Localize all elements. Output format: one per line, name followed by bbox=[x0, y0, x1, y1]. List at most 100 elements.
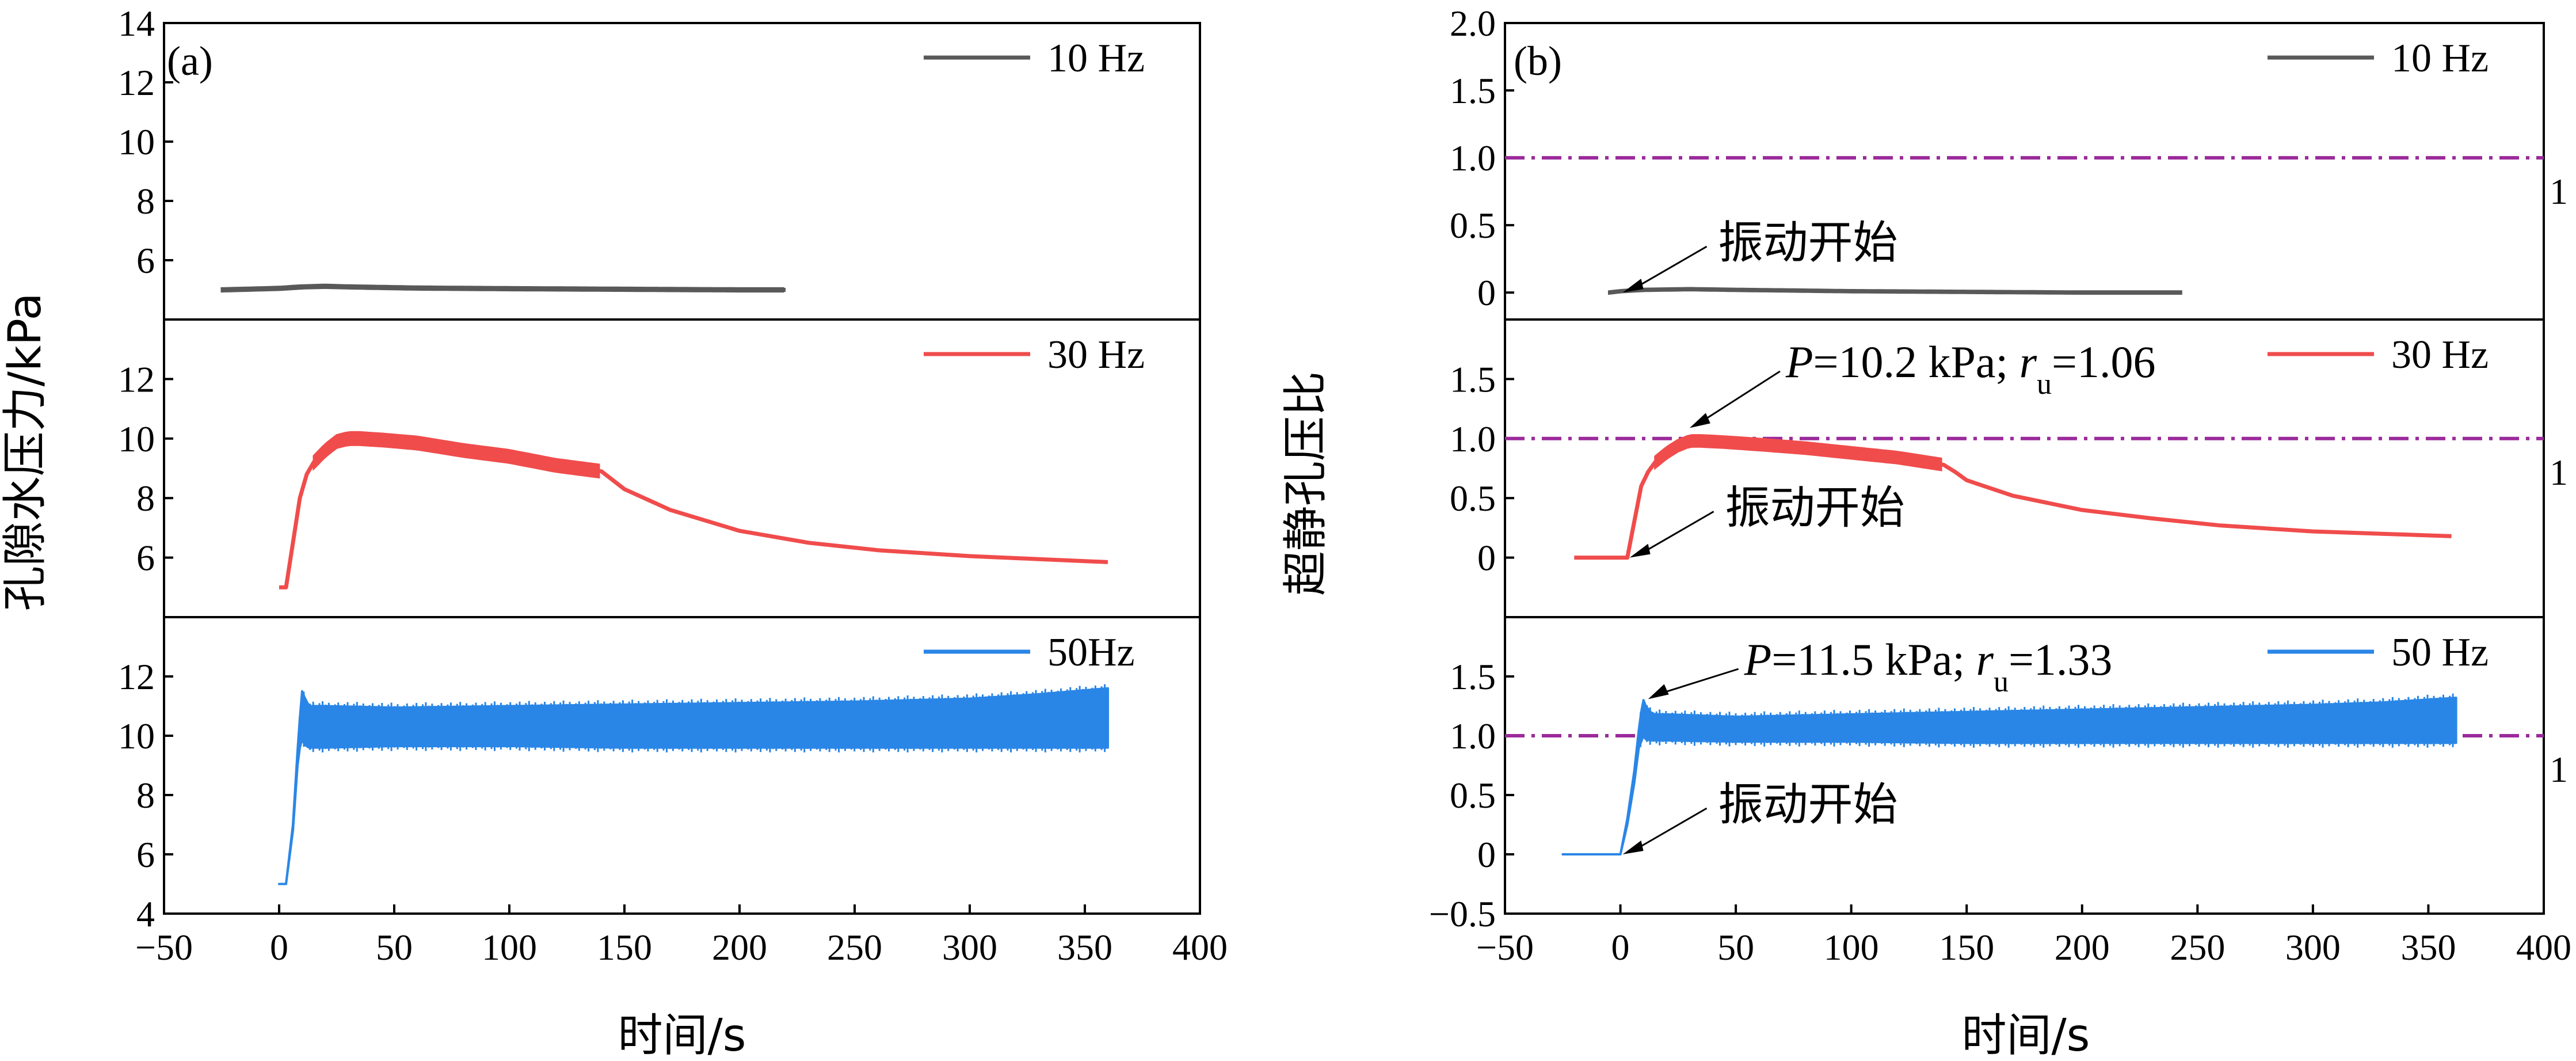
peak-annotation: P=11.5 kPa; ru=1.33 bbox=[1744, 634, 2113, 698]
panel-b-label: (b) bbox=[1514, 38, 1562, 84]
panel-b-subplot-30hz: 0 0.5 1.0 1.5 1 30 Hz 振动开始 P=10.2 kPa; ru=1.06 bbox=[1450, 318, 2568, 618]
series-30hz-band bbox=[313, 431, 600, 479]
y-tick-label: 0.5 bbox=[1450, 775, 1496, 816]
x-tick-label: 100 bbox=[1824, 927, 1879, 968]
reference-line-label: 1 bbox=[2550, 749, 2568, 790]
y-tick-label: 12 bbox=[118, 656, 155, 697]
peak-arrowhead bbox=[1689, 413, 1710, 428]
y-tick-label: 2.0 bbox=[1450, 3, 1496, 44]
x-tick-label: 250 bbox=[827, 927, 882, 968]
panel-a-label: (a) bbox=[167, 38, 213, 84]
legend-label: 10 Hz bbox=[2391, 36, 2489, 81]
panel-a-subplot-50hz: 4 6 8 10 12 50Hz bbox=[118, 616, 1201, 934]
y-tick-label: 10 bbox=[118, 121, 155, 162]
x-tick-label: 150 bbox=[1939, 927, 1994, 968]
panel-a: 6 8 10 12 14 10 Hz 6 8 10 12 30 Hz 4 6 8 10 12 50Hz −5… bbox=[0, 3, 1228, 1061]
y-tick-label: 1.5 bbox=[1450, 656, 1496, 697]
annotation-arrow bbox=[1632, 245, 1708, 290]
x-tick-label: 350 bbox=[2400, 927, 2456, 968]
x-tick-label: 400 bbox=[1172, 927, 1228, 968]
panel-a-subplot-30hz: 6 8 10 12 30 Hz bbox=[118, 318, 1201, 618]
x-tick-label: 0 bbox=[1611, 927, 1630, 968]
y-tick-label: 6 bbox=[136, 538, 155, 579]
x-tick-label: 200 bbox=[712, 927, 767, 968]
y-tick-label: 1.5 bbox=[1450, 359, 1496, 400]
y-tick-label: 8 bbox=[136, 775, 155, 816]
series-10hz-band bbox=[1608, 287, 2182, 295]
panel-a-x-title: 时间/s bbox=[618, 1010, 746, 1061]
x-tick-label: 300 bbox=[2285, 927, 2341, 968]
annotation-arrow bbox=[1632, 807, 1708, 852]
reference-line-label: 1 bbox=[2550, 171, 2568, 212]
panel-a-y-title: 孔隙水压力/kPa bbox=[0, 293, 51, 611]
x-tick-label: 50 bbox=[376, 927, 413, 968]
x-tick-label: 350 bbox=[1057, 927, 1112, 968]
legend-label: 30 Hz bbox=[2391, 333, 2489, 377]
y-tick-label: 0.5 bbox=[1450, 205, 1496, 246]
y-tick-label: 14 bbox=[118, 3, 155, 44]
y-tick-label: 0 bbox=[1477, 538, 1496, 579]
legend-label: 10 Hz bbox=[1047, 36, 1145, 81]
y-tick-label: 1.0 bbox=[1450, 716, 1496, 756]
annotation-vibration-start: 振动开始 bbox=[1718, 217, 1898, 269]
x-tick-label: 100 bbox=[482, 927, 537, 968]
series-30hz-line bbox=[1574, 439, 2452, 560]
peak-arrow bbox=[1657, 668, 1739, 695]
y-tick-label: 12 bbox=[118, 62, 155, 103]
series-50hz-oscillation bbox=[1633, 693, 2457, 784]
panel-b-x-title: 时间/s bbox=[1962, 1010, 2090, 1061]
y-tick-label: 0 bbox=[1477, 272, 1496, 313]
y-tick-label: 4 bbox=[136, 893, 155, 934]
legend-label: 50Hz bbox=[1047, 630, 1135, 675]
y-tick-label: 0.5 bbox=[1450, 478, 1496, 519]
y-tick-label: 10 bbox=[118, 716, 155, 756]
annotation-vibration-start: 振动开始 bbox=[1718, 779, 1898, 831]
panel-b-x-axis: −50 0 50 100 150 200 250 300 350 400 bbox=[1476, 904, 2571, 968]
annotation-arrowhead bbox=[1622, 279, 1644, 293]
peak-arrow bbox=[1698, 370, 1781, 424]
y-tick-label: 1.0 bbox=[1450, 419, 1496, 459]
legend-label: 50 Hz bbox=[2391, 630, 2489, 675]
plot-frame bbox=[1504, 616, 2545, 915]
series-30hz-band bbox=[1654, 434, 1942, 471]
x-tick-label: −50 bbox=[135, 927, 193, 968]
annotation-arrow bbox=[1639, 511, 1714, 555]
x-tick-label: −50 bbox=[1476, 927, 1534, 968]
y-tick-label: 1.0 bbox=[1450, 138, 1496, 178]
x-tick-label: 200 bbox=[2055, 927, 2110, 968]
peak-arrowhead bbox=[1648, 684, 1669, 699]
panel-b: 0 0.5 1.0 1.5 2.0 1 10 Hz 振动开始 0 0.5 1.0 1.5 1 30 Hz… bbox=[1280, 3, 2571, 1061]
x-tick-label: 300 bbox=[942, 927, 997, 968]
plot-frame bbox=[163, 318, 1201, 618]
plot-frame bbox=[163, 22, 1201, 321]
y-tick-label: 8 bbox=[136, 181, 155, 222]
legend-label: 30 Hz bbox=[1047, 333, 1145, 377]
y-tick-label: 12 bbox=[118, 359, 155, 400]
y-tick-label: 0 bbox=[1477, 834, 1496, 875]
panel-b-y-title: 超静孔压比 bbox=[1280, 371, 1332, 596]
x-tick-label: 250 bbox=[2170, 927, 2225, 968]
series-30hz-line bbox=[279, 436, 1108, 590]
annotation-vibration-start: 振动开始 bbox=[1725, 482, 1905, 534]
y-tick-label: 10 bbox=[118, 419, 155, 459]
plot-frame bbox=[1504, 22, 2545, 321]
annotation-arrowhead bbox=[1629, 543, 1651, 558]
x-tick-label: 400 bbox=[2516, 927, 2571, 968]
panel-b-subplot-50hz: −0.5 0 0.5 1.0 1.5 1 50 Hz 振动开始 P=11.5 kPa; ru=1… bbox=[1429, 616, 2568, 934]
panel-a-subplot-10hz: 6 8 10 12 14 10 Hz bbox=[118, 3, 1201, 321]
panel-b-subplot-10hz: 0 0.5 1.0 1.5 2.0 1 10 Hz 振动开始 bbox=[1450, 3, 2568, 321]
plot-frame bbox=[163, 616, 1201, 915]
reference-line-label: 1 bbox=[2550, 452, 2568, 493]
y-tick-label: 8 bbox=[136, 478, 155, 519]
y-tick-label: 6 bbox=[136, 240, 155, 281]
x-tick-label: 0 bbox=[270, 927, 288, 968]
series-10hz-band bbox=[220, 283, 784, 293]
x-tick-label: 50 bbox=[1717, 927, 1754, 968]
series-50hz-oscillation bbox=[296, 684, 1109, 766]
y-tick-label: 6 bbox=[136, 834, 155, 875]
y-tick-label: −0.5 bbox=[1429, 893, 1496, 934]
panel-a-x-axis: −50 0 50 100 150 200 250 300 350 400 bbox=[135, 904, 1228, 968]
y-tick-label: 1.5 bbox=[1450, 70, 1496, 111]
peak-annotation: P=10.2 kPa; ru=1.06 bbox=[1785, 337, 2156, 401]
